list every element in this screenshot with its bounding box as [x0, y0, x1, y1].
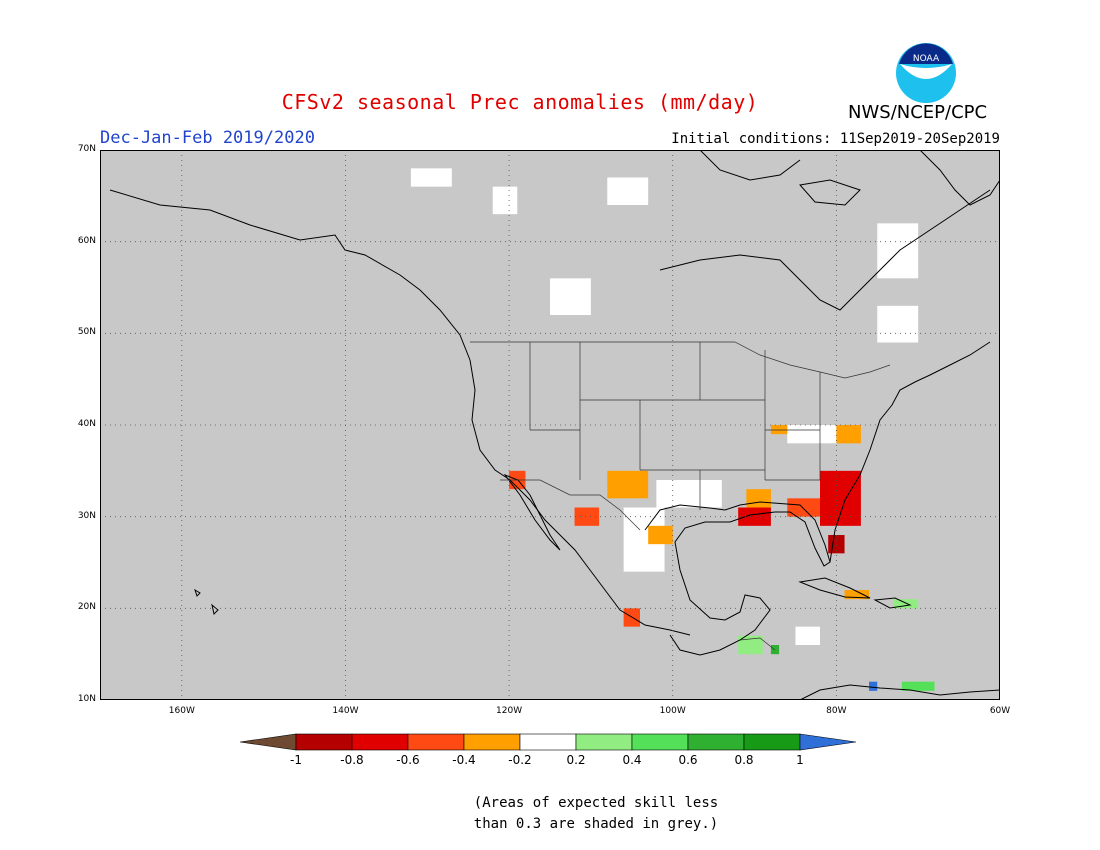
- anomaly-region: [844, 590, 870, 600]
- anomaly-region: [574, 507, 600, 526]
- longitude-label: 100W: [659, 706, 686, 716]
- initial-conditions-label: Initial conditions: 11Sep2019-20Sep2019: [671, 131, 1000, 147]
- legend-swatch: [407, 733, 465, 751]
- legend-label: 0.2: [566, 753, 586, 767]
- legend-label: -1: [290, 753, 302, 767]
- anomaly-region: [550, 278, 591, 315]
- anomaly-region: [901, 681, 935, 691]
- anomaly-region: [738, 507, 771, 526]
- anomaly-region: [607, 470, 649, 499]
- longitude-label: 120W: [496, 706, 523, 716]
- anomaly-region: [877, 223, 919, 279]
- legend-label: -0.6: [396, 753, 420, 767]
- color-legend: [240, 733, 857, 751]
- coastlines: [109, 150, 1000, 700]
- anomaly-region: [648, 525, 673, 545]
- latitude-label: 40N: [77, 419, 96, 429]
- map-title-text: CFSv2 seasonal Prec anomalies (mm/day): [281, 90, 759, 114]
- anomaly-region: [746, 489, 771, 508]
- legend-label: 1: [796, 753, 804, 767]
- skill-note-line1: (Areas of expected skill less: [473, 795, 719, 811]
- longitude-label: 140W: [332, 706, 359, 716]
- map-frame: [100, 150, 1000, 700]
- latitude-label: 70N: [77, 144, 96, 154]
- season-label: Dec-Jan-Feb 2019/2020: [100, 128, 315, 148]
- legend-swatch: [240, 733, 297, 751]
- latitude-label: 20N: [77, 602, 96, 613]
- anomaly-map: [100, 150, 1000, 700]
- anomaly-region: [893, 599, 919, 609]
- state-borders: [470, 341, 891, 651]
- legend-swatch: [463, 733, 521, 751]
- anomaly-region: [738, 635, 763, 655]
- latitude-label: 30N: [77, 510, 96, 521]
- anomaly-region: [836, 425, 861, 444]
- legend-swatch: [351, 733, 409, 751]
- noaa-logo-icon: NOAA: [896, 43, 956, 103]
- legend-swatch: [519, 733, 577, 751]
- legend-label: -0.4: [452, 753, 476, 767]
- legend-label: -0.8: [340, 753, 364, 767]
- legend-swatch: [295, 733, 353, 751]
- logo-text: NOAA: [913, 54, 940, 64]
- lat-lon-grid: [100, 150, 1000, 700]
- legend-label: -0.2: [508, 753, 532, 767]
- anomaly-region: [795, 626, 820, 645]
- anomaly-region: [877, 305, 919, 343]
- legend-swatch: [743, 733, 801, 751]
- longitude-label: 160W: [168, 706, 195, 716]
- org-label: NWS/NCEP/CPC: [848, 102, 988, 123]
- anomaly-region: [410, 168, 452, 187]
- legend-swatch: [575, 733, 633, 751]
- latitude-label: 60N: [77, 235, 96, 246]
- anomaly-region: [607, 177, 649, 205]
- map-title: CFSv2 seasonal Prec anomalies (mm/day): [0, 90, 1100, 114]
- skill-note-line2: than 0.3 are shaded in grey.): [473, 816, 719, 832]
- anomaly-region: [770, 425, 788, 435]
- legend-label: 0.8: [734, 753, 754, 767]
- anomaly-region: [787, 425, 837, 444]
- latitude-label: 10N: [77, 694, 96, 704]
- legend-swatch: [687, 733, 745, 751]
- legend-label: 0.4: [622, 753, 642, 767]
- legend-swatch: [631, 733, 689, 751]
- legend-swatch: [799, 733, 857, 751]
- anomaly-regions: [410, 168, 935, 691]
- longitude-label: 80W: [826, 706, 847, 716]
- skill-note: (Areas of expected skill less than 0.3 a…: [0, 793, 1100, 835]
- anomaly-region: [820, 470, 861, 526]
- legend-label: 0.6: [678, 753, 698, 767]
- anomaly-region: [869, 681, 878, 691]
- latitude-label: 50N: [77, 327, 96, 338]
- longitude-label: 60W: [989, 706, 1011, 716]
- anomaly-region: [656, 480, 722, 508]
- anomaly-region: [492, 186, 518, 215]
